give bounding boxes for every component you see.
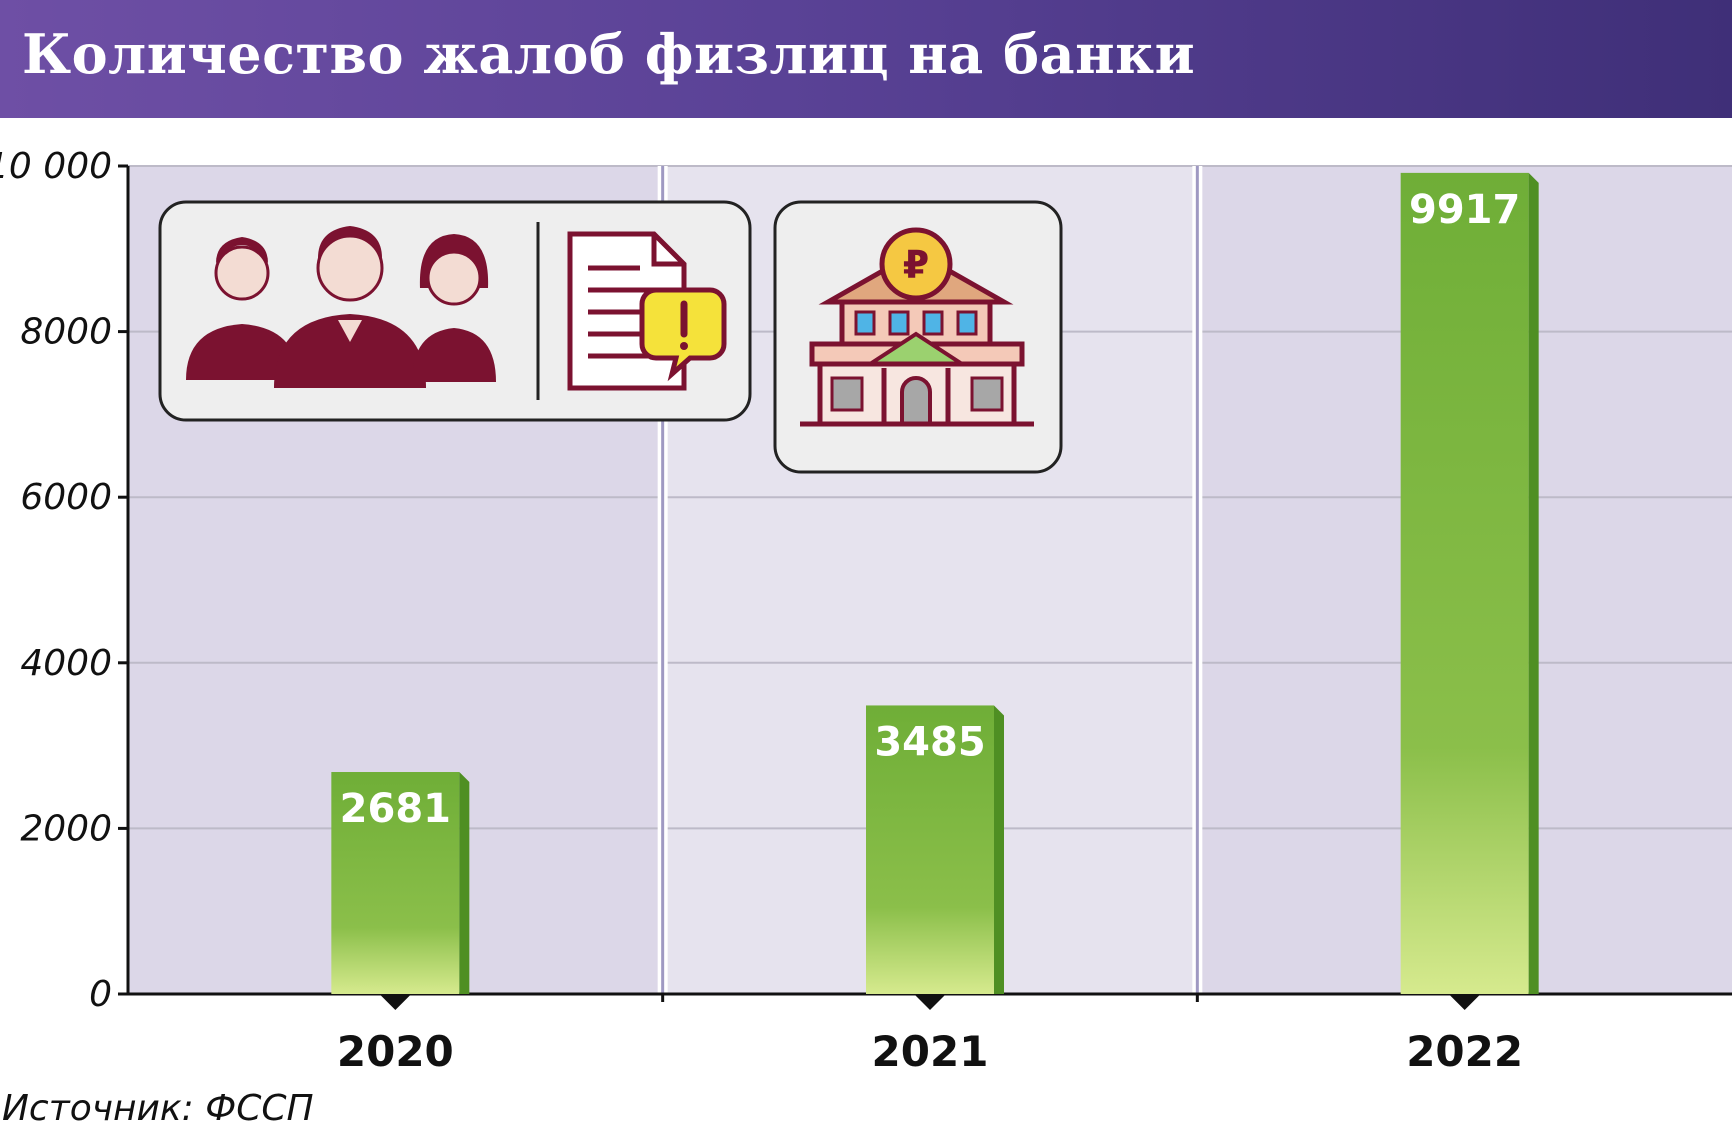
bar-value-label: 9917 xyxy=(1409,187,1520,233)
bar-value-label: 3485 xyxy=(874,719,985,765)
y-tick-label: 6000 xyxy=(20,477,112,518)
chart-title: Количество жалоб физлиц на банки xyxy=(22,22,1196,86)
person-icon xyxy=(274,226,426,388)
y-tick-label: 2000 xyxy=(20,808,112,849)
person-icon xyxy=(186,237,298,380)
x-tick-label: 2022 xyxy=(1406,1027,1523,1076)
category-marker xyxy=(914,994,946,1010)
category-marker xyxy=(379,994,412,1010)
bar-value-label: 2681 xyxy=(340,786,451,832)
complaint-document-icon xyxy=(567,231,727,391)
y-tick-label: 0 xyxy=(89,974,112,1015)
y-tick-label: 10 000 xyxy=(0,146,112,187)
x-tick-label: 2021 xyxy=(872,1027,989,1076)
bar-chart: 0 2000 4000 6000 8000 10 000 2681 2020 3485 2021… xyxy=(0,146,1732,1076)
bar-side xyxy=(459,772,470,994)
source-note: Источник: ФССП xyxy=(2,1088,314,1129)
person-icon xyxy=(412,234,496,382)
bar xyxy=(1400,172,1529,994)
bar xyxy=(331,772,460,994)
y-tick-label: 8000 xyxy=(20,312,112,353)
title-banner: Количество жалоб физлиц на банки xyxy=(0,0,1732,118)
people-and-complaint-document-icon xyxy=(158,200,752,422)
category-marker xyxy=(1448,994,1481,1010)
x-tick-label: 2020 xyxy=(337,1027,454,1076)
bar-side xyxy=(994,705,1004,994)
svg-text:₽: ₽ xyxy=(903,243,929,287)
bar xyxy=(866,705,994,994)
bank-ruble-icon: ₽ xyxy=(773,200,1063,474)
y-tick-label: 4000 xyxy=(20,643,112,684)
bar-side xyxy=(1528,172,1539,994)
